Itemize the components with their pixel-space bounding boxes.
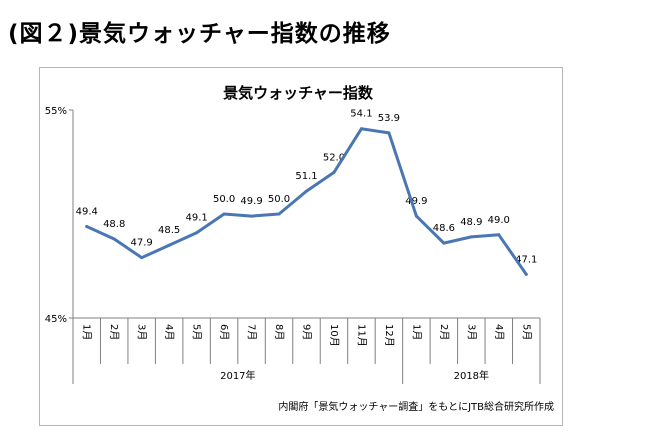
x-group-label: 2017年 bbox=[220, 369, 255, 382]
data-point bbox=[140, 256, 144, 260]
x-tick-label: 3月 bbox=[136, 324, 148, 340]
data-label: 48.9 bbox=[460, 217, 482, 228]
data-point bbox=[277, 212, 281, 216]
data-point bbox=[222, 212, 226, 216]
x-tick-label: 11月 bbox=[355, 324, 367, 347]
data-label: 49.1 bbox=[185, 213, 207, 224]
data-label: 54.1 bbox=[350, 109, 372, 120]
data-label: 53.9 bbox=[378, 113, 400, 124]
x-tick-label: 10月 bbox=[328, 324, 340, 347]
data-point bbox=[387, 131, 391, 135]
data-point bbox=[85, 224, 89, 228]
data-point bbox=[112, 237, 116, 241]
data-label: 50.0 bbox=[213, 194, 235, 205]
data-label: 52.0 bbox=[323, 152, 345, 163]
chart-frame bbox=[39, 67, 563, 426]
data-point bbox=[195, 231, 199, 235]
x-tick-label: 6月 bbox=[218, 324, 230, 340]
x-tick-label: 8月 bbox=[273, 324, 285, 340]
data-point bbox=[497, 233, 501, 237]
x-group-label: 2018年 bbox=[454, 369, 489, 382]
data-point bbox=[359, 127, 363, 131]
data-point bbox=[250, 214, 254, 218]
data-point bbox=[442, 241, 446, 245]
x-tick-label: 12月 bbox=[383, 324, 395, 347]
data-point bbox=[524, 272, 528, 276]
series-line bbox=[85, 127, 528, 276]
x-tick-label: 2月 bbox=[438, 324, 450, 340]
data-label: 49.0 bbox=[488, 215, 510, 226]
x-tick-label: 3月 bbox=[465, 324, 477, 340]
data-label: 49.9 bbox=[405, 196, 427, 207]
x-tick-label: 7月 bbox=[246, 324, 258, 340]
x-tick-label: 9月 bbox=[301, 324, 313, 340]
data-point bbox=[332, 170, 336, 174]
page-heading: (図２)景気ウォッチャー指数の推移 bbox=[8, 21, 391, 47]
data-label: 49.9 bbox=[240, 196, 262, 207]
x-tick-label: 1月 bbox=[410, 324, 422, 340]
x-tick-label: 4月 bbox=[163, 324, 175, 340]
data-label: 47.9 bbox=[131, 238, 153, 249]
y-tick-label: 55% bbox=[45, 106, 67, 117]
data-label: 48.8 bbox=[103, 219, 125, 230]
data-label: 50.0 bbox=[268, 194, 290, 205]
x-tick-label: 5月 bbox=[520, 324, 532, 340]
x-tick-label: 5月 bbox=[191, 324, 203, 340]
data-point bbox=[305, 189, 308, 193]
x-tick-label: 2月 bbox=[108, 324, 120, 340]
data-label: 48.6 bbox=[433, 223, 455, 234]
y-tick-label: 45% bbox=[45, 314, 67, 325]
data-label: 49.4 bbox=[76, 206, 98, 217]
data-point bbox=[414, 214, 418, 218]
x-tick-label: 4月 bbox=[493, 324, 505, 340]
data-point bbox=[469, 235, 473, 239]
x-tick-label: 1月 bbox=[81, 324, 93, 340]
data-label: 51.1 bbox=[295, 171, 317, 182]
data-label: 48.5 bbox=[158, 225, 180, 236]
data-point bbox=[167, 243, 171, 247]
chart-title: 景気ウォッチャー指数 bbox=[223, 84, 374, 102]
source-credit: 内閣府「景気ウォッチャー調査」をもとにJTB総合研究所作成 bbox=[278, 402, 554, 413]
data-label: 47.1 bbox=[515, 254, 537, 265]
